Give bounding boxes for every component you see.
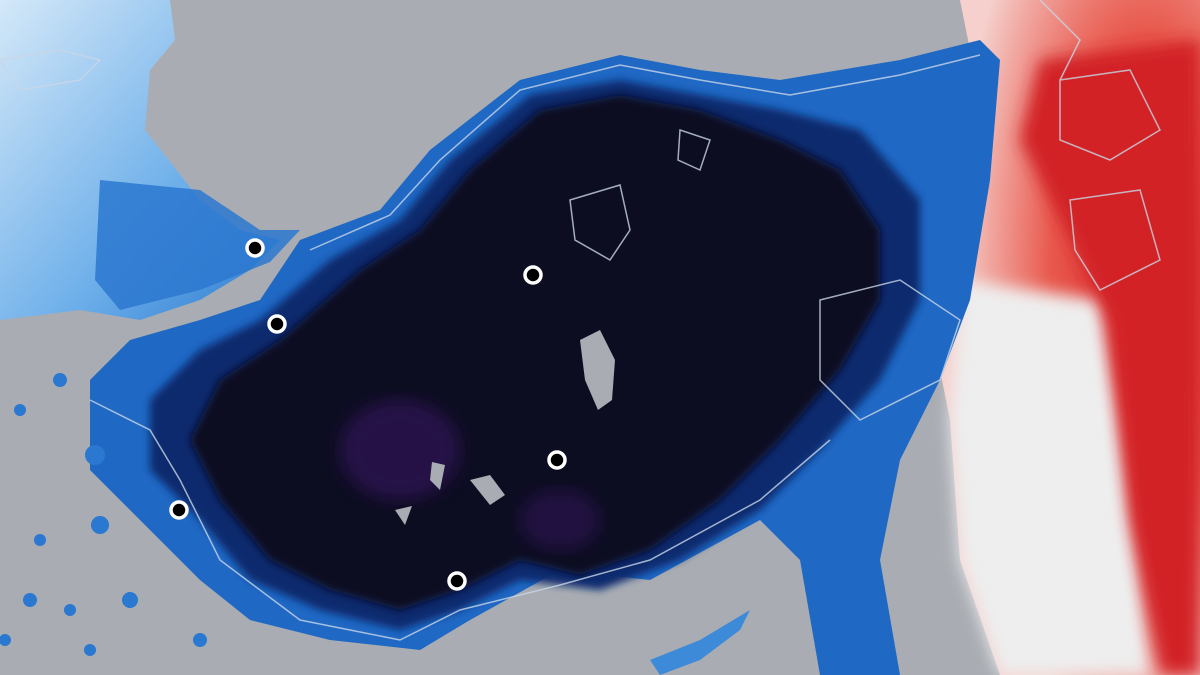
lake — [430, 462, 445, 490]
lake-tuz — [580, 330, 615, 410]
contour-lines — [0, 0, 1161, 641]
city-marker-icon — [245, 238, 265, 258]
city-marker-icon — [447, 571, 467, 591]
city-marker-icon — [547, 450, 567, 470]
aegean-islands — [0, 373, 207, 656]
thrace-land — [95, 180, 300, 310]
neutral-band — [950, 280, 1150, 675]
purple-patch — [340, 400, 460, 500]
city-marker-icon — [267, 314, 287, 334]
city-markers — [169, 238, 567, 591]
purple-patch — [520, 490, 600, 550]
lake — [395, 506, 412, 525]
city-marker-icon — [523, 265, 543, 285]
cyprus — [650, 610, 750, 675]
lake — [470, 475, 505, 505]
red-core — [1020, 40, 1200, 675]
city-marker-icon — [169, 500, 189, 520]
